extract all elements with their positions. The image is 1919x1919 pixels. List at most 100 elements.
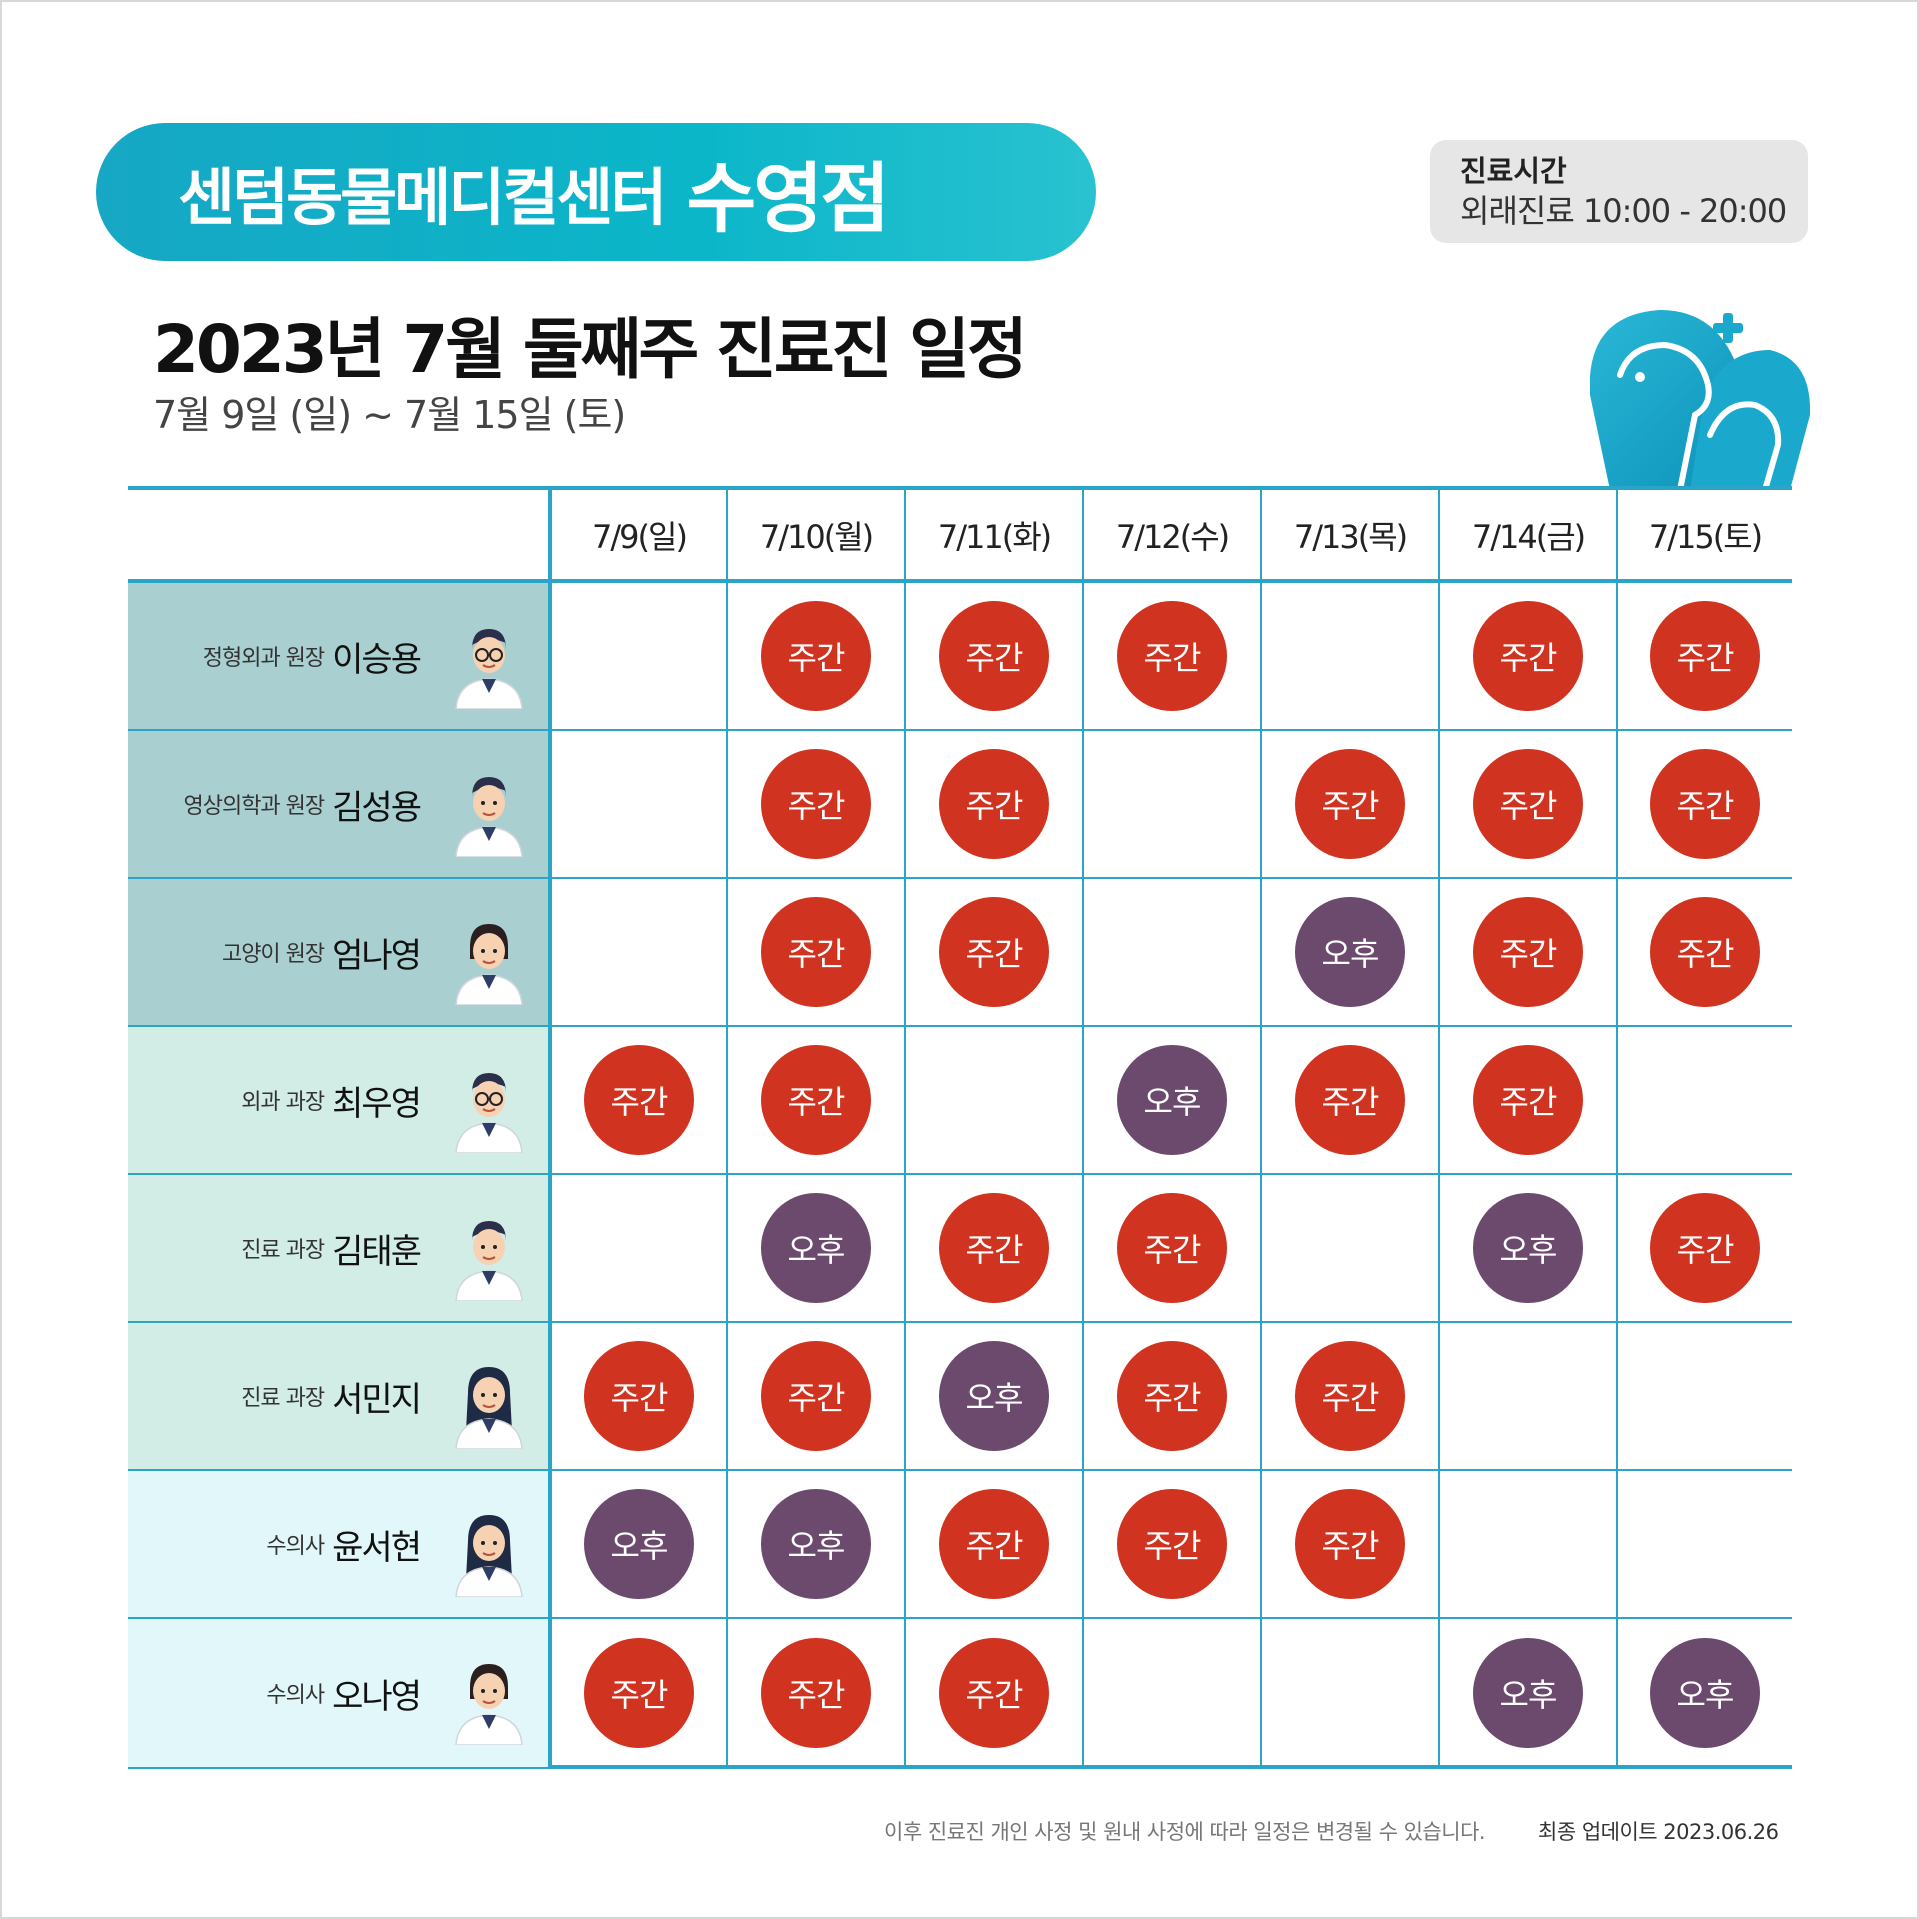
schedule-cell: 오후 [726,1175,904,1321]
afternoon-badge: 오후 [761,1193,871,1303]
doctor-female-ponytail-icon [450,919,528,1006]
doctor-cell: 진료 과장 김태훈 [128,1175,548,1321]
daytime-badge: 주간 [1650,749,1760,859]
daytime-badge: 주간 [1650,1193,1760,1303]
clinic-branch: 수영점 [686,154,890,243]
doctor-male-glasses-icon [450,1067,528,1154]
doctor-role: 영상의학과 원장 [183,794,325,819]
doctor-role: 외과 과장 [241,1090,325,1115]
page-title: 2023년 7월 둘째주 진료진 일정 [153,311,1028,388]
schedule-cell: 주간 [1082,1471,1260,1617]
schedule-cell: 주간 [1260,1027,1438,1173]
schedule-cell [1438,1471,1616,1617]
afternoon-badge: 오후 [1650,1638,1760,1748]
doctor-female-long-hair-icon [450,1511,528,1598]
table-row: 고양이 원장 엄나영 주간 주간 오후 주간 주간 [128,879,1792,1027]
table-header-row: 7/9(일) 7/10(월) 7/11(화) 7/12(수) 7/13(목) 7… [128,490,1792,583]
schedule-cell [548,1175,726,1321]
doctor-female-long-hair-icon [450,1363,528,1450]
daytime-badge: 주간 [761,1638,871,1748]
clinic-name: 센텀동물메디컬센터 [178,161,667,234]
schedule-cell: 주간 [548,1323,726,1469]
daytime-badge: 주간 [1473,1045,1583,1155]
schedule-cell [1438,1323,1616,1469]
doctor-male-smile-icon [450,771,528,858]
schedule-cell: 주간 [904,1175,1082,1321]
schedule-cell: 주간 [1616,583,1792,729]
daytime-badge: 주간 [584,1045,694,1155]
schedule-cell: 주간 [904,1471,1082,1617]
day-header: 7/13(목) [1260,490,1438,579]
day-header: 7/10(월) [726,490,904,579]
hours-text: 외래진료 10:00 - 20:00 [1460,192,1787,230]
schedule-cell: 주간 [1260,1323,1438,1469]
afternoon-badge: 오후 [1117,1045,1227,1155]
daytime-badge: 주간 [761,897,871,1007]
daytime-badge: 주간 [1295,1341,1405,1451]
daytime-badge: 주간 [1117,1341,1227,1451]
schedule-cell: 주간 [1616,731,1792,877]
schedule-cell [904,1027,1082,1173]
doctor-role: 수의사 [266,1683,325,1708]
afternoon-badge: 오후 [1473,1638,1583,1748]
schedule-cell: 주간 [904,1619,1082,1767]
doctor-name: 김태훈 [332,1231,422,1272]
schedule-cell: 오후 [904,1323,1082,1469]
schedule-cell: 주간 [1616,1175,1792,1321]
daytime-badge: 주간 [1117,1489,1227,1599]
schedule-cell: 주간 [904,583,1082,729]
daytime-badge: 주간 [939,601,1049,711]
table-row: 진료 과장 김태훈 오후 주간 주간 오후 주간 [128,1175,1792,1323]
doctor-cell: 정형외과 원장 이승용 [128,583,548,729]
doctor-role: 고양이 원장 [221,942,325,967]
doctor-name: 오나영 [332,1676,422,1717]
daytime-badge: 주간 [584,1638,694,1748]
daytime-badge: 주간 [1650,897,1760,1007]
schedule-cell [548,583,726,729]
schedule-cell: 오후 [1616,1619,1792,1767]
schedule-cell: 오후 [726,1471,904,1617]
schedule-cell: 주간 [1616,879,1792,1025]
schedule-cell [1260,1619,1438,1767]
schedule-cell: 오후 [1260,879,1438,1025]
doctor-female-icon [450,1659,528,1746]
doctor-name: 이승용 [332,639,422,680]
schedule-cell [1082,731,1260,877]
doctor-cell: 수의사 윤서현 [128,1471,548,1617]
schedule-cell: 오후 [1438,1619,1616,1767]
schedule-cell [1260,1175,1438,1321]
doctor-name: 엄나영 [332,935,422,976]
daytime-badge: 주간 [1117,1193,1227,1303]
schedule-cell: 주간 [726,583,904,729]
table-row: 진료 과장 서민지 주간 주간 오후 주간 주간 [128,1323,1792,1471]
day-header: 7/11(화) [904,490,1082,579]
afternoon-badge: 오후 [939,1341,1049,1451]
daytime-badge: 주간 [939,749,1049,859]
table-row: 수의사 윤서현 오후 오후 주간 주간 주간 [128,1471,1792,1619]
schedule-cell: 주간 [726,1323,904,1469]
date-range: 7월 9일 (일) ~ 7월 15일 (토) [153,393,626,437]
footer-note: 이후 진료진 개인 사정 및 원내 사정에 따라 일정은 변경될 수 있습니다. [884,1820,1486,1844]
daytime-badge: 주간 [1117,601,1227,711]
daytime-badge: 주간 [761,601,871,711]
day-header: 7/14(금) [1438,490,1616,579]
doctor-cell: 수의사 오나영 [128,1619,548,1767]
schedule-cell [1616,1471,1792,1617]
schedule-cell [1082,879,1260,1025]
doctor-name: 윤서현 [332,1527,422,1568]
afternoon-badge: 오후 [1295,897,1405,1007]
daytime-badge: 주간 [761,1341,871,1451]
clinic-banner: 센텀동물메디컬센터 수영점 [96,123,1096,261]
daytime-badge: 주간 [1473,749,1583,859]
schedule-cell: 오후 [1438,1175,1616,1321]
day-header: 7/9(일) [548,490,726,579]
daytime-badge: 주간 [1295,1489,1405,1599]
daytime-badge: 주간 [939,1193,1049,1303]
doctor-role: 수의사 [266,1534,325,1559]
schedule-cell: 오후 [548,1471,726,1617]
doctor-cell: 외과 과장 최우영 [128,1027,548,1173]
daytime-badge: 주간 [1473,897,1583,1007]
afternoon-badge: 오후 [761,1489,871,1599]
schedule-cell: 주간 [1260,1471,1438,1617]
schedule-cell: 주간 [726,731,904,877]
